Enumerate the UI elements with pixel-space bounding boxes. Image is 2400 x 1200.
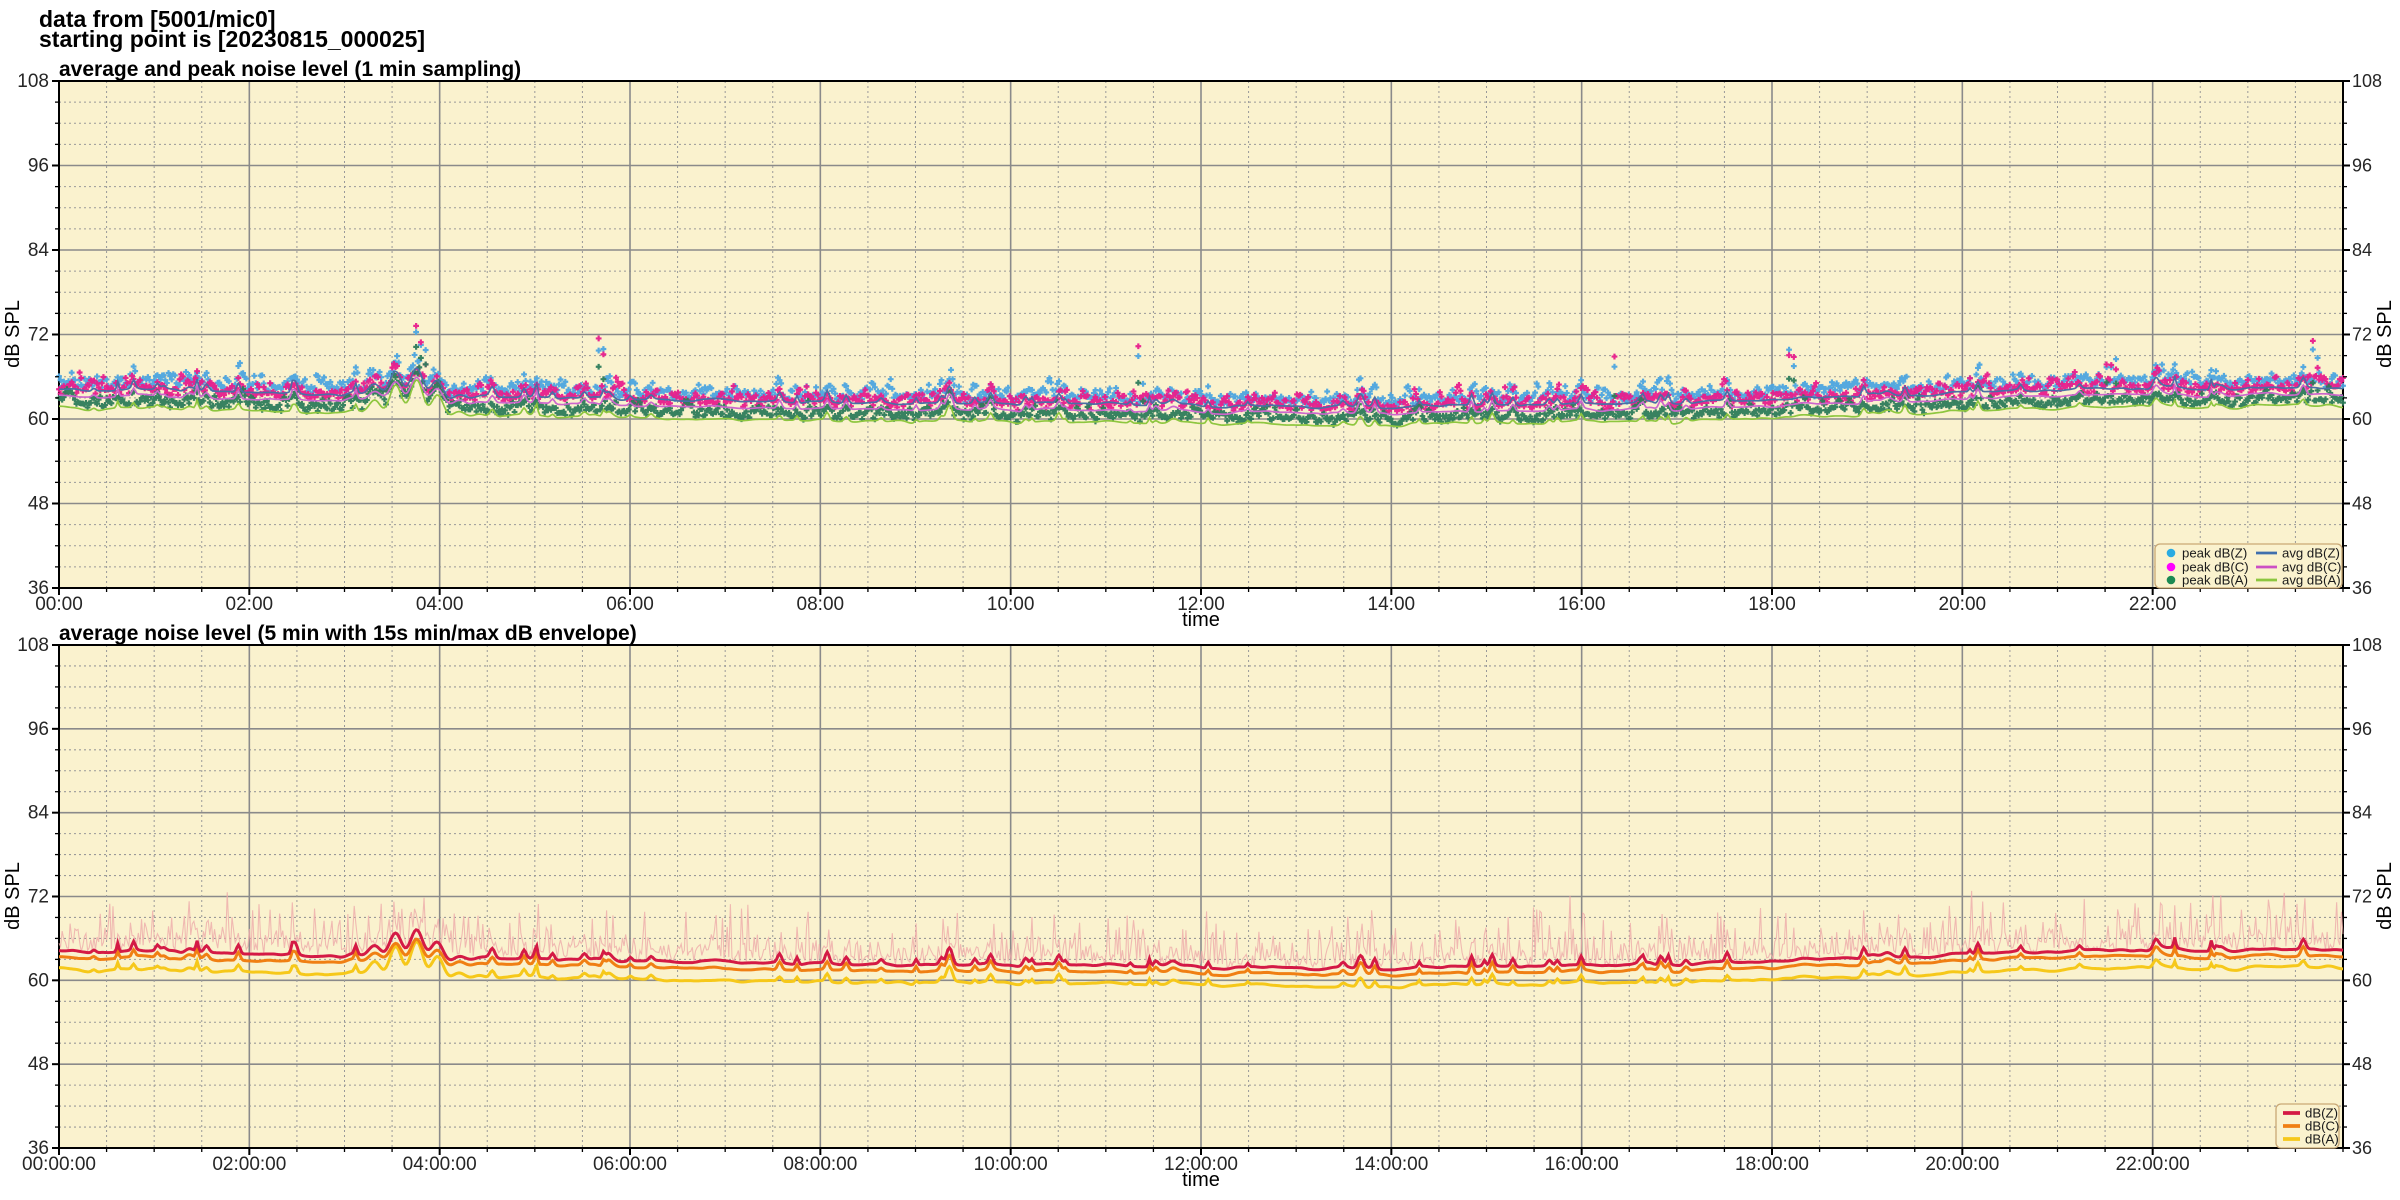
svg-text:48: 48 (28, 494, 49, 515)
svg-text:108: 108 (2352, 635, 2382, 655)
svg-text:00:00: 00:00 (35, 594, 83, 615)
svg-text:peak dB(Z): peak dB(Z) (2182, 546, 2247, 561)
svg-text:84: 84 (28, 803, 50, 824)
svg-text:96: 96 (28, 719, 49, 740)
svg-text:dB SPL: dB SPL (2374, 300, 2396, 368)
svg-text:10:00: 10:00 (987, 594, 1035, 615)
svg-text:16:00: 16:00 (1558, 594, 1606, 615)
svg-text:20:00:00: 20:00:00 (1925, 1154, 1999, 1175)
svg-text:02:00: 02:00 (226, 594, 274, 615)
svg-text:16:00:00: 16:00:00 (1545, 1154, 1619, 1175)
svg-text:72: 72 (2352, 887, 2372, 907)
svg-text:108: 108 (17, 71, 49, 92)
svg-text:02:00:00: 02:00:00 (212, 1154, 286, 1175)
svg-text:peak dB(A): peak dB(A) (2182, 573, 2248, 588)
svg-text:18:00: 18:00 (1748, 594, 1796, 615)
svg-text:84: 84 (2352, 240, 2372, 260)
svg-text:06:00: 06:00 (606, 594, 654, 615)
svg-text:84: 84 (2352, 803, 2372, 823)
svg-text:84: 84 (28, 240, 50, 261)
svg-text:36: 36 (2352, 1138, 2372, 1158)
svg-text:48: 48 (28, 1054, 49, 1075)
svg-text:08:00:00: 08:00:00 (783, 1154, 857, 1175)
svg-text:96: 96 (2352, 719, 2372, 739)
svg-text:00:00:00: 00:00:00 (22, 1154, 96, 1175)
svg-text:avg dB(Z): avg dB(Z) (2282, 546, 2340, 561)
svg-text:04:00: 04:00 (416, 594, 464, 615)
svg-text:36: 36 (2352, 578, 2372, 598)
svg-text:dB SPL: dB SPL (2, 862, 24, 930)
svg-text:06:00:00: 06:00:00 (593, 1154, 667, 1175)
svg-text:starting point is [20230815_00: starting point is [20230815_000025] (39, 26, 425, 52)
svg-text:18:00:00: 18:00:00 (1735, 1154, 1809, 1175)
svg-text:10:00:00: 10:00:00 (974, 1154, 1048, 1175)
svg-text:08:00: 08:00 (797, 594, 845, 615)
svg-text:dB SPL: dB SPL (2374, 862, 2396, 930)
svg-text:72: 72 (2352, 325, 2372, 345)
svg-text:48: 48 (2352, 494, 2372, 514)
svg-text:96: 96 (28, 156, 49, 177)
svg-text:72: 72 (28, 887, 49, 908)
svg-text:60: 60 (2352, 970, 2372, 990)
svg-text:04:00:00: 04:00:00 (403, 1154, 477, 1175)
svg-text:dB SPL: dB SPL (2, 300, 24, 368)
svg-text:average noise level (5 min wit: average noise level (5 min with 15s min/… (59, 622, 637, 645)
svg-text:time: time (1182, 1169, 1220, 1191)
svg-text:20:00: 20:00 (1939, 594, 1987, 615)
svg-text:60: 60 (28, 409, 49, 430)
svg-text:60: 60 (28, 970, 49, 991)
svg-text:22:00:00: 22:00:00 (2116, 1154, 2190, 1175)
svg-text:108: 108 (17, 635, 49, 656)
svg-text:22:00: 22:00 (2129, 594, 2177, 615)
svg-text:time: time (1182, 609, 1220, 631)
svg-text:average and peak noise level (: average and peak noise level (1 min samp… (59, 58, 521, 81)
svg-text:avg dB(A): avg dB(A) (2282, 573, 2341, 588)
svg-text:96: 96 (2352, 156, 2372, 176)
svg-text:dB(A): dB(A) (2305, 1132, 2339, 1147)
svg-text:14:00:00: 14:00:00 (1354, 1154, 1428, 1175)
svg-text:72: 72 (28, 325, 49, 346)
svg-text:14:00: 14:00 (1368, 594, 1416, 615)
svg-text:60: 60 (2352, 409, 2372, 429)
svg-text:48: 48 (2352, 1054, 2372, 1074)
svg-text:108: 108 (2352, 71, 2382, 91)
